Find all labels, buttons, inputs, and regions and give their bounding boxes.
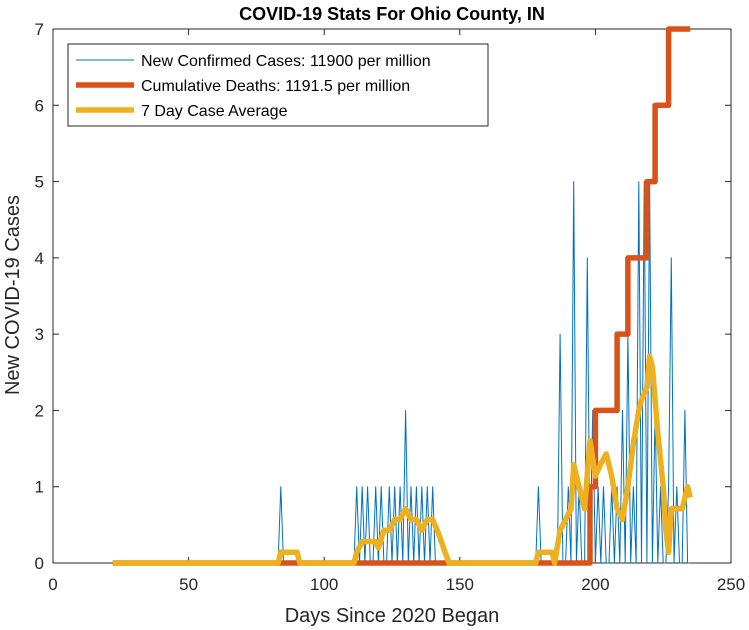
y-tick-label: 1 <box>35 478 44 497</box>
chart-title: COVID-19 Stats For Ohio County, IN <box>239 4 545 24</box>
x-tick-label: 150 <box>446 575 474 594</box>
axis-ticks: 0 50 100 150 200 250 0 1 2 3 4 5 6 7 <box>35 20 746 594</box>
y-axis-label: New COVID-19 Cases <box>2 195 24 395</box>
x-tick-label: 250 <box>717 575 745 594</box>
y-tick-label: 0 <box>35 554 44 573</box>
legend-entry-7-day-average: 7 Day Case Average <box>141 103 288 120</box>
x-tick-label: 50 <box>179 575 198 594</box>
x-tick-label: 100 <box>310 575 338 594</box>
y-tick-label: 7 <box>35 20 44 39</box>
y-tick-label: 3 <box>35 325 44 344</box>
legend-entry-new-cases: New Confirmed Cases: 11900 per million <box>141 53 431 70</box>
legend-box <box>67 43 489 127</box>
x-tick-label: 200 <box>581 575 609 594</box>
legend-entry-cumulative-deaths: Cumulative Deaths: 1191.5 per million <box>141 78 410 95</box>
y-tick-label: 6 <box>35 96 44 115</box>
y-tick-label: 2 <box>35 401 44 420</box>
legend: New Confirmed Cases: 11900 per million C… <box>67 43 489 127</box>
y-tick-label: 5 <box>35 173 44 192</box>
series-layer <box>112 26 693 566</box>
x-axis-label: Days Since 2020 Began <box>285 605 500 627</box>
y-tick-label: 4 <box>35 249 44 268</box>
series-cumulative-deaths <box>112 26 691 566</box>
series-7-day-case-average <box>112 353 693 566</box>
x-tick-label: 0 <box>48 575 57 594</box>
